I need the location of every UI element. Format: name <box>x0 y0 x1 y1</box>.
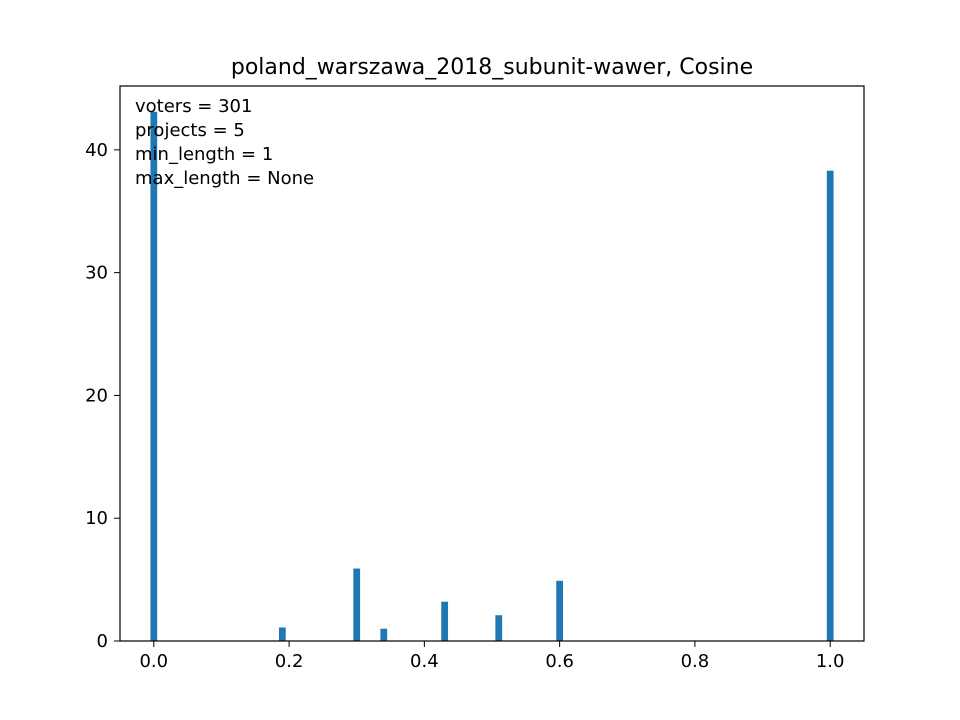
x-tick-label: 0.4 <box>410 651 439 672</box>
x-tick-label: 0.2 <box>275 651 304 672</box>
y-tick-label: 40 <box>85 140 108 161</box>
stats-annotations: voters = 301 projects = 5 min_length = 1 ma… <box>135 96 314 189</box>
annotation-line: min_length = 1 <box>135 144 273 165</box>
x-tick-label: 0.0 <box>139 651 168 672</box>
x-tick-label: 0.8 <box>681 651 710 672</box>
bar-5 <box>495 615 503 641</box>
plot-frame <box>119 85 865 642</box>
x-axis-ticks: 0.0 0.2 0.4 0.6 0.8 1.0 <box>139 641 845 672</box>
y-tick-label: 10 <box>85 508 108 529</box>
y-tick-label: 30 <box>85 263 108 284</box>
annotation-line: projects = 5 <box>135 120 245 141</box>
bar-6 <box>556 580 564 641</box>
chart-title: poland_warszawa_2018_subunit-wawer, Cosi… <box>231 55 753 80</box>
bar-7 <box>826 170 834 641</box>
bar-3 <box>380 628 388 641</box>
annotation-line: max_length = None <box>135 168 314 189</box>
bars-group <box>150 111 834 641</box>
annotation-line: voters = 301 <box>135 96 252 117</box>
bar-1 <box>278 627 286 641</box>
x-tick-label: 1.0 <box>816 651 845 672</box>
bar-0 <box>150 111 158 641</box>
bar-4 <box>441 601 449 641</box>
y-tick-label: 20 <box>85 385 108 406</box>
y-axis-ticks: 0 10 20 30 40 <box>85 140 120 652</box>
x-tick-label: 0.6 <box>545 651 574 672</box>
bar-2 <box>353 568 361 641</box>
y-tick-label: 0 <box>97 631 108 652</box>
